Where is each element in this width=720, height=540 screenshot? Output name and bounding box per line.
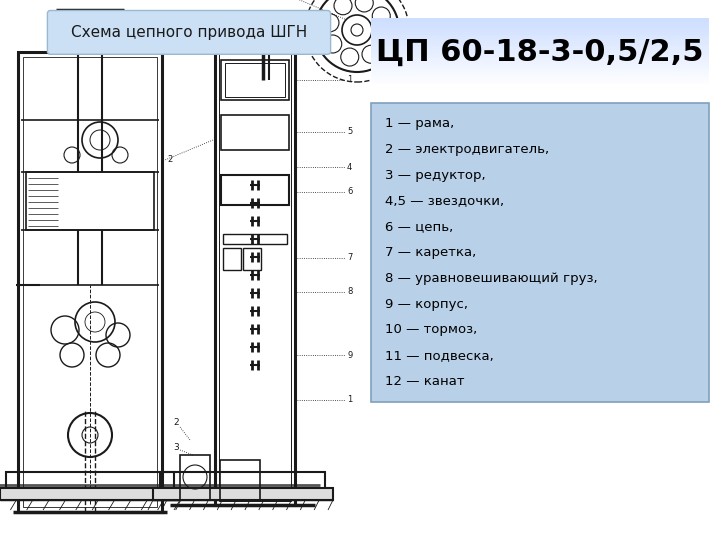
Bar — [225, 63, 285, 97]
Bar — [371, 70, 709, 73]
Bar — [371, 79, 709, 82]
Bar — [371, 45, 709, 48]
Bar — [371, 63, 709, 66]
Text: 9: 9 — [347, 350, 352, 360]
Text: 4: 4 — [347, 163, 352, 172]
Text: 7: 7 — [347, 253, 352, 262]
Bar — [223, 248, 241, 270]
Bar — [371, 18, 709, 21]
Bar — [153, 488, 333, 500]
Text: 12 — канат: 12 — канат — [384, 375, 464, 388]
Bar — [371, 52, 709, 55]
Text: ЦП 60-18-3-0,5/2,5: ЦП 60-18-3-0,5/2,5 — [377, 38, 703, 67]
Text: 2: 2 — [173, 418, 179, 427]
Text: Схема цепного привода ШГН: Схема цепного привода ШГН — [71, 25, 307, 40]
Bar — [221, 175, 289, 205]
Text: 1: 1 — [347, 395, 352, 404]
Bar — [371, 31, 709, 35]
Text: 2: 2 — [167, 156, 172, 165]
Text: 9 — корпус,: 9 — корпус, — [384, 298, 468, 310]
Bar — [243, 248, 261, 270]
Bar — [371, 60, 709, 64]
Bar — [371, 40, 709, 44]
Bar — [371, 54, 709, 57]
Bar — [23, 57, 157, 507]
Bar — [371, 33, 709, 37]
Text: 4,5 — звездочки,: 4,5 — звездочки, — [384, 194, 504, 207]
Bar — [6, 472, 174, 490]
Bar — [221, 115, 289, 150]
Bar — [371, 49, 709, 53]
Text: 7 — каретка,: 7 — каретка, — [384, 246, 476, 259]
Bar — [180, 455, 210, 500]
Text: 6: 6 — [347, 187, 352, 197]
Text: 3: 3 — [173, 443, 179, 452]
Bar — [371, 83, 709, 86]
Bar — [371, 72, 709, 75]
Text: 6 — цепь,: 6 — цепь, — [384, 220, 453, 233]
FancyBboxPatch shape — [48, 10, 330, 55]
Text: 8 — уравновешивающий груз,: 8 — уравновешивающий груз, — [384, 272, 598, 285]
Text: 5: 5 — [347, 127, 352, 137]
Bar — [371, 65, 709, 69]
Bar — [215, 50, 295, 505]
Bar — [18, 52, 162, 512]
Bar — [371, 58, 709, 62]
Text: 11 — подвеска,: 11 — подвеска, — [384, 349, 493, 362]
Bar — [371, 27, 709, 30]
Bar — [26, 172, 154, 230]
Bar — [221, 60, 289, 100]
Bar — [160, 472, 325, 490]
Bar — [371, 56, 709, 59]
Bar — [371, 38, 709, 42]
Text: 8: 8 — [347, 287, 352, 296]
FancyBboxPatch shape — [371, 103, 709, 402]
Bar — [371, 68, 709, 71]
Text: 1: 1 — [347, 76, 352, 84]
Bar — [219, 54, 291, 501]
Bar — [371, 81, 709, 84]
Text: 10 — тормоз,: 10 — тормоз, — [384, 323, 477, 336]
Bar — [371, 20, 709, 23]
Bar — [371, 43, 709, 46]
Bar — [371, 76, 709, 80]
Bar — [0, 488, 180, 500]
Text: 1 — рама,: 1 — рама, — [384, 117, 454, 130]
Text: 3 — редуктор,: 3 — редуктор, — [384, 168, 485, 181]
Bar — [371, 22, 709, 26]
Bar — [371, 25, 709, 28]
Bar — [371, 74, 709, 77]
Bar — [223, 234, 287, 244]
Bar — [220, 460, 260, 500]
Bar — [63, 30, 79, 44]
Bar — [101, 30, 117, 44]
Bar — [371, 36, 709, 39]
Text: 2 — электродвигатель,: 2 — электродвигатель, — [384, 143, 549, 156]
Bar — [371, 29, 709, 32]
Bar — [371, 47, 709, 50]
